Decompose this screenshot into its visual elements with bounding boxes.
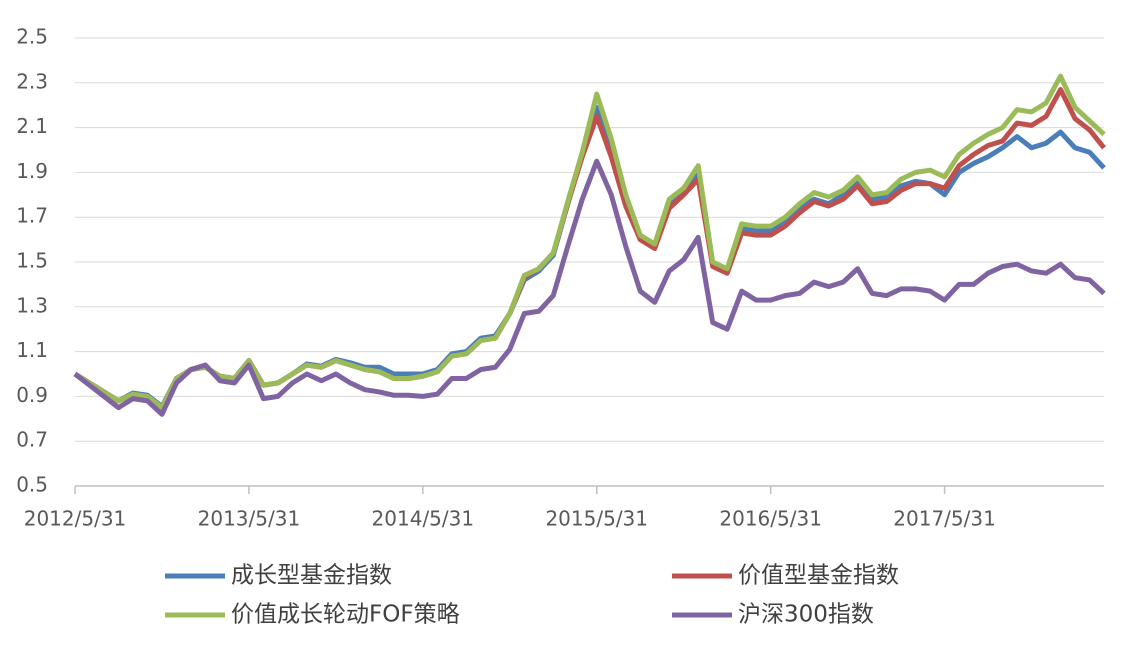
x-tick-label: 2017/5/31: [893, 507, 996, 531]
x-tick-label: 2014/5/31: [372, 507, 475, 531]
y-tick-label: 1.7: [16, 204, 48, 228]
legend-label: 价值型基金指数: [738, 563, 899, 589]
x-tick-label: 2012/5/31: [24, 507, 127, 531]
y-tick-label: 1.1: [16, 338, 48, 362]
y-tick-label: 0.5: [16, 473, 48, 497]
series-line: [73, 87, 1106, 411]
y-tick-label: 1.3: [16, 293, 48, 317]
x-tick-label: 2016/5/31: [719, 507, 822, 531]
series-line: [73, 158, 1106, 417]
y-tick-label: 2.1: [16, 114, 48, 138]
legend-label: 沪深300指数: [738, 602, 874, 628]
y-tick-label: 1.9: [16, 159, 48, 183]
y-tick-label: 0.9: [16, 383, 48, 407]
y-tick-label: 2.5: [16, 25, 48, 49]
x-tick-label: 2013/5/31: [198, 507, 301, 531]
y-tick-label: 0.7: [16, 428, 48, 452]
series-line: [73, 73, 1106, 411]
x-tick-label: 2015/5/31: [545, 507, 648, 531]
legend-label: 成长型基金指数: [231, 563, 392, 589]
y-tick-label: 1.5: [16, 249, 48, 273]
series-line: [73, 104, 1106, 409]
legend-label: 价值成长轮动FOF策略: [231, 602, 460, 628]
y-tick-label: 2.3: [16, 69, 48, 93]
